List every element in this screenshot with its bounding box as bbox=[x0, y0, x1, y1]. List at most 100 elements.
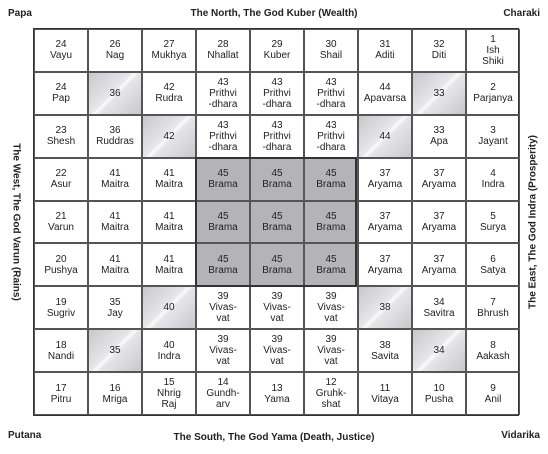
cell: 34 Savitra bbox=[412, 286, 466, 330]
cell-label: Mriga bbox=[102, 393, 128, 405]
cell-number: 41 bbox=[109, 168, 121, 180]
cell: 26 Nag bbox=[88, 29, 142, 72]
cell: 44 bbox=[358, 114, 412, 158]
cell-number: 36 bbox=[109, 125, 121, 137]
cell: 45 Brama bbox=[304, 157, 358, 201]
cell: 41 Maitra bbox=[142, 157, 196, 201]
cell-number: 11 bbox=[379, 382, 391, 394]
cell: 20 Pushya bbox=[34, 243, 88, 287]
cell-label: Vivas- bbox=[209, 302, 237, 314]
cell-label: Savita bbox=[371, 350, 399, 362]
cell-label: -dhara bbox=[262, 98, 292, 110]
cell-number: 5 bbox=[490, 210, 496, 222]
cell-label: Brama bbox=[262, 179, 292, 191]
cell-label: vat bbox=[270, 313, 284, 325]
cell: 37 Aryama bbox=[358, 200, 412, 244]
cell-number: 43 bbox=[217, 119, 229, 131]
cell-label: Prithvi bbox=[317, 130, 345, 142]
cell-label: Anil bbox=[484, 393, 502, 405]
cell-label: Shail bbox=[319, 50, 343, 62]
cell-number: 26 bbox=[109, 39, 121, 51]
cell-number: 37 bbox=[379, 210, 391, 222]
cell: 43 Prithvi -dhara bbox=[304, 114, 358, 158]
cell: 9 Anil bbox=[466, 372, 520, 415]
cell-label: Brama bbox=[262, 264, 292, 276]
corner-label: Charaki bbox=[503, 8, 540, 19]
cell: 42 bbox=[142, 114, 196, 158]
cell: 45 Brama bbox=[250, 200, 304, 244]
corner-label: Putana bbox=[8, 430, 42, 441]
cell-label: Sugriv bbox=[46, 307, 76, 319]
cell-label: Surya bbox=[479, 221, 507, 233]
cell: 34 bbox=[412, 329, 466, 373]
cell-label: Apa bbox=[430, 136, 448, 148]
cell-number: 29 bbox=[271, 39, 283, 51]
cell: 30 Shail bbox=[304, 29, 358, 72]
cell-label: Asur bbox=[50, 179, 72, 191]
cell: 44 Apavarsa bbox=[358, 71, 412, 115]
cell-label: Pusha bbox=[424, 393, 454, 405]
south-title: The South, The God Yama (Death, Justice) bbox=[173, 432, 375, 443]
cell-label: vat bbox=[216, 356, 230, 368]
cell-number: 37 bbox=[379, 253, 391, 265]
cell-number: 20 bbox=[55, 253, 67, 265]
cell-number: 18 bbox=[55, 339, 67, 351]
cell: 3 Jayant bbox=[466, 114, 520, 158]
cell: 36 bbox=[88, 71, 142, 115]
cell-number: 14 bbox=[217, 377, 229, 389]
cell-label: Savitra bbox=[423, 307, 455, 319]
cell-number: 30 bbox=[325, 39, 337, 51]
cell-number: 35 bbox=[109, 345, 121, 357]
cell: 36 Ruddras bbox=[88, 114, 142, 158]
cell: 24 Vayu bbox=[34, 29, 88, 72]
cell: 10 Pusha bbox=[412, 372, 466, 415]
cell-number: 39 bbox=[217, 291, 229, 303]
cell-label: Apavarsa bbox=[363, 93, 407, 105]
cell-label: arv bbox=[216, 399, 230, 411]
cell-number: 39 bbox=[325, 334, 337, 346]
north-title: The North, The God Kuber (Wealth) bbox=[190, 8, 358, 19]
cell-label: Prithvi bbox=[263, 130, 291, 142]
cell: 43 Prithvi -dhara bbox=[196, 114, 250, 158]
cell-number: 45 bbox=[271, 168, 283, 180]
cell: 22 Asur bbox=[34, 157, 88, 201]
cell: 45 Brama bbox=[196, 200, 250, 244]
cell-label: Nag bbox=[105, 50, 125, 62]
cell-label: Pap bbox=[52, 93, 70, 105]
cell-number: 24 bbox=[55, 82, 67, 94]
cell: 41 Maitra bbox=[88, 200, 142, 244]
cell: 6 Satya bbox=[466, 243, 520, 287]
cell-label: Diti bbox=[431, 50, 447, 62]
cell-number: 43 bbox=[271, 76, 283, 88]
cell-label: vat bbox=[270, 356, 284, 368]
cell-label: Mukhya bbox=[151, 50, 187, 62]
cell-number: 41 bbox=[163, 253, 175, 265]
cell: 27 Mukhya bbox=[142, 29, 196, 72]
cell-label: Vayu bbox=[49, 50, 73, 62]
cell: 37 Aryama bbox=[412, 243, 466, 287]
cell: 45 Brama bbox=[304, 200, 358, 244]
cell-number: 45 bbox=[325, 253, 337, 265]
cell-label: Brama bbox=[316, 221, 346, 233]
cell-number: 6 bbox=[490, 253, 496, 265]
cell: 45 Brama bbox=[196, 243, 250, 287]
cell-label: Aakash bbox=[476, 350, 510, 362]
cell: 39 Vivas-vat bbox=[196, 286, 250, 330]
cell-number: 31 bbox=[379, 39, 391, 51]
cell: 37 Aryama bbox=[412, 200, 466, 244]
cell-label: Ruddras bbox=[96, 136, 134, 148]
cell-label: Vitaya bbox=[371, 393, 399, 405]
cell-label: Brama bbox=[316, 179, 346, 191]
cell-number: 45 bbox=[271, 253, 283, 265]
cell-label: Ish bbox=[486, 44, 500, 56]
cell: 43 Prithvi -dhara bbox=[304, 71, 358, 115]
cell-label: Indra bbox=[481, 179, 505, 191]
cell: 35 bbox=[88, 329, 142, 373]
cell: 38 bbox=[358, 286, 412, 330]
cell: 13 Yama bbox=[250, 372, 304, 415]
cell-label: Maitra bbox=[155, 264, 183, 276]
cell-number: 44 bbox=[379, 82, 391, 94]
cell-number: 43 bbox=[271, 119, 283, 131]
cell-number: 24 bbox=[55, 39, 67, 51]
